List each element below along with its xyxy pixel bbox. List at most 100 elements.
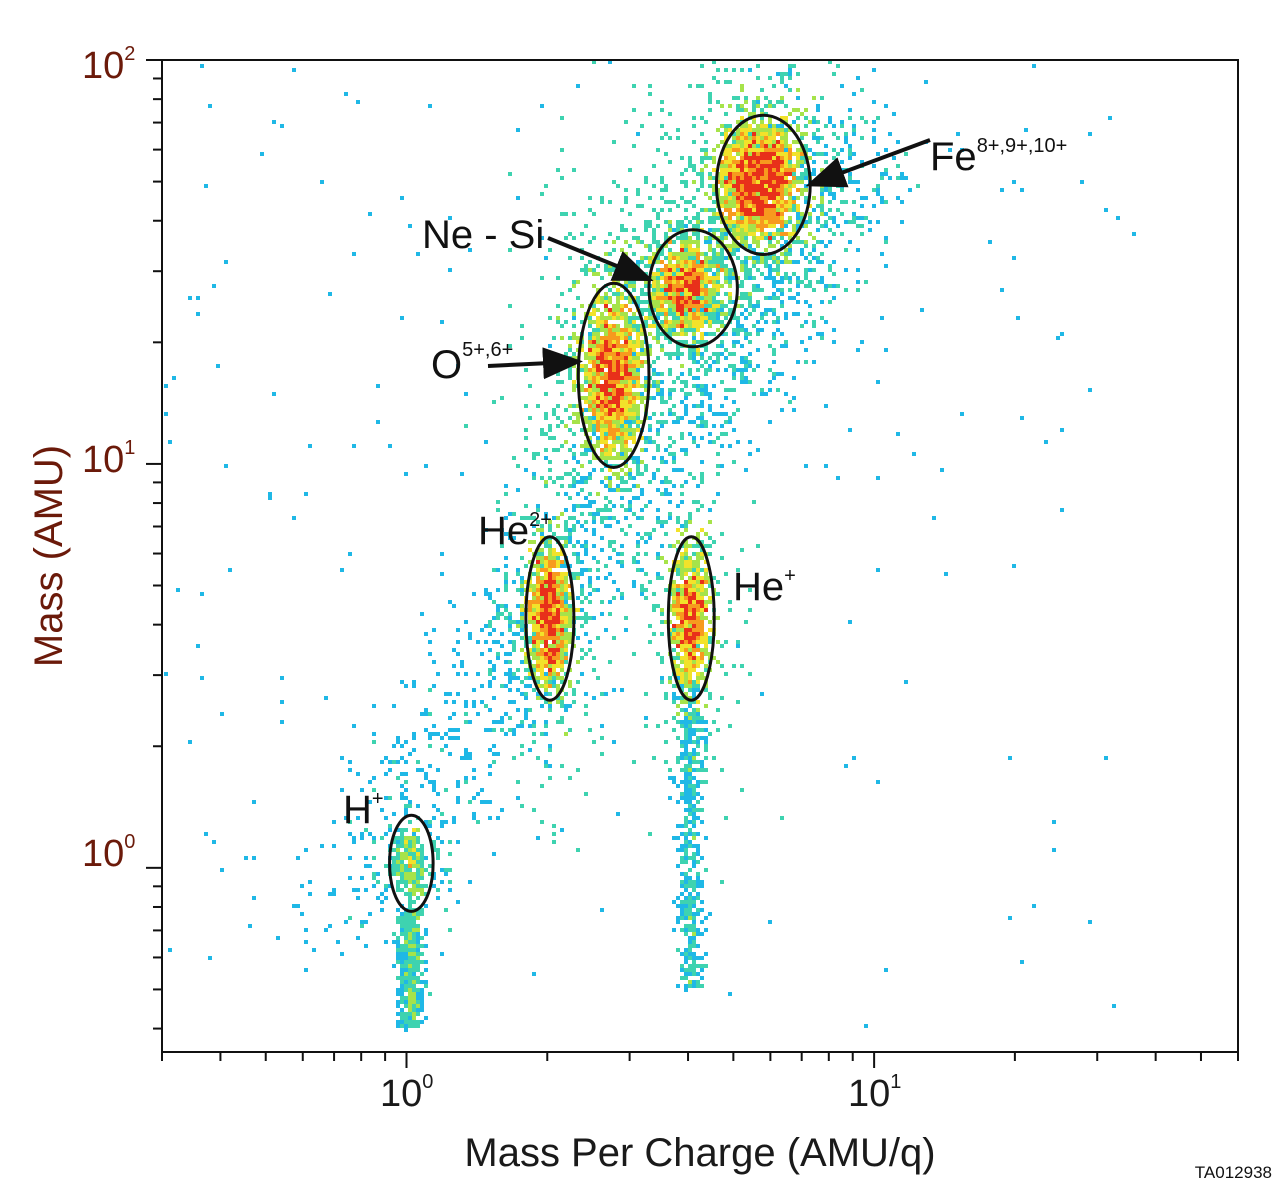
- data-point: [400, 968, 404, 972]
- data-point: [660, 296, 664, 300]
- data-point: [632, 416, 636, 420]
- data-point: [524, 692, 528, 696]
- data-point: [616, 280, 620, 284]
- data-point: [836, 136, 840, 140]
- data-point: [584, 704, 588, 708]
- data-point: [680, 832, 684, 836]
- data-point: [704, 632, 708, 636]
- data-point: [904, 176, 908, 180]
- data-point: [880, 176, 884, 180]
- data-point: [776, 260, 780, 264]
- data-point: [660, 332, 664, 336]
- data-point: [696, 404, 700, 408]
- data-point: [396, 976, 400, 980]
- data-point: [692, 360, 696, 364]
- data-point: [508, 640, 512, 644]
- data-point: [668, 444, 672, 448]
- data-point: [696, 596, 700, 600]
- data-point: [652, 304, 656, 308]
- data-point: [688, 244, 692, 248]
- data-point: [884, 264, 888, 268]
- data-point: [876, 116, 880, 120]
- data-point: [748, 272, 752, 276]
- data-point: [704, 576, 708, 580]
- data-point: [692, 320, 696, 324]
- data-point: [604, 444, 608, 448]
- data-point: [540, 640, 544, 644]
- data-point: [516, 688, 520, 692]
- data-point: [544, 604, 548, 608]
- data-point: [700, 760, 704, 764]
- data-point: [408, 1016, 412, 1020]
- data-point: [740, 124, 744, 128]
- data-point: [832, 328, 836, 332]
- data-point: [772, 196, 776, 200]
- data-point: [784, 184, 788, 188]
- data-point: [536, 652, 540, 656]
- data-point: [432, 732, 436, 736]
- data-point: [512, 732, 516, 736]
- data-point: [776, 188, 780, 192]
- data-point: [676, 608, 680, 612]
- data-point: [620, 456, 624, 460]
- data-point: [780, 176, 784, 180]
- data-point: [636, 396, 640, 400]
- data-point: [788, 156, 792, 160]
- data-point: [672, 280, 676, 284]
- data-point: [720, 880, 724, 884]
- data-point: [724, 348, 728, 352]
- data-point: [744, 244, 748, 248]
- data-point: [644, 504, 648, 508]
- data-point: [624, 616, 628, 620]
- data-point: [604, 316, 608, 320]
- data-point: [604, 476, 608, 480]
- data-point: [588, 324, 592, 328]
- data-point: [608, 456, 612, 460]
- data-point: [688, 760, 692, 764]
- data-point: [572, 456, 576, 460]
- data-point: [540, 584, 544, 588]
- data-point: [332, 888, 336, 892]
- data-point: [704, 964, 708, 968]
- data-point: [584, 528, 588, 532]
- data-point: [692, 500, 696, 504]
- data-point: [756, 164, 760, 168]
- data-point: [756, 208, 760, 212]
- data-point: [528, 620, 532, 624]
- data-point: [592, 420, 596, 424]
- data-point: [768, 188, 772, 192]
- data-point: [736, 172, 740, 176]
- data-point: [544, 456, 548, 460]
- data-point: [392, 864, 396, 868]
- data-point: [624, 320, 628, 324]
- data-point: [524, 468, 528, 472]
- data-point: [608, 328, 612, 332]
- data-point: [540, 524, 544, 528]
- data-point: [780, 216, 784, 220]
- data-point: [660, 108, 664, 112]
- data-point: [608, 544, 612, 548]
- data-point: [696, 876, 700, 880]
- data-point: [432, 784, 436, 788]
- data-point: [536, 612, 540, 616]
- data-point: [772, 332, 776, 336]
- data-point: [776, 148, 780, 152]
- data-point: [552, 680, 556, 684]
- data-point: [724, 128, 728, 132]
- data-point: [820, 240, 824, 244]
- data-point: [824, 124, 828, 128]
- data-point: [700, 336, 704, 340]
- data-point: [684, 716, 688, 720]
- data-point: [596, 348, 600, 352]
- data-point: [712, 176, 716, 180]
- data-point: [680, 308, 684, 312]
- data-point: [740, 356, 744, 360]
- data-point: [576, 556, 580, 560]
- data-point: [564, 320, 568, 324]
- data-point: [596, 372, 600, 376]
- data-point: [488, 668, 492, 672]
- data-point: [692, 940, 696, 944]
- data-point: [640, 240, 644, 244]
- data-point: [696, 592, 700, 596]
- data-point: [696, 220, 700, 224]
